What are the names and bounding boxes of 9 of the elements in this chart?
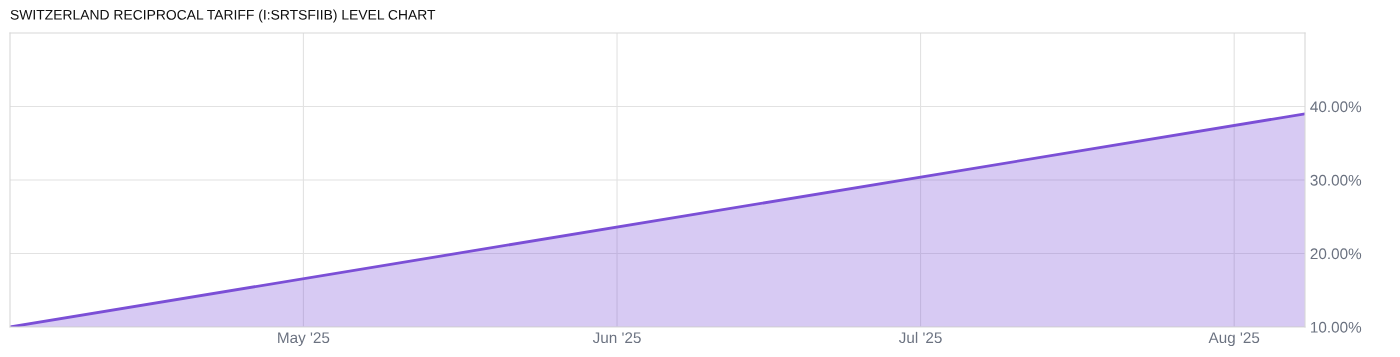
- chart-title: SWITZERLAND RECIPROCAL TARIFF (I:SRTSFIIB) LEVEL CHART: [10, 9, 436, 23]
- y-tick-label: 20.00%: [1310, 248, 1362, 260]
- y-tick-label: 40.00%: [1310, 101, 1362, 113]
- y-tick-label: 30.00%: [1310, 174, 1362, 186]
- x-tick-label: Jun '25: [592, 332, 641, 344]
- x-tick-label: Aug '25: [1208, 332, 1260, 347]
- x-tick-label: May '25: [278, 332, 330, 347]
- x-tick-label: Jul '25: [898, 331, 942, 344]
- y-tick-label: 10.00%: [1311, 321, 1362, 333]
